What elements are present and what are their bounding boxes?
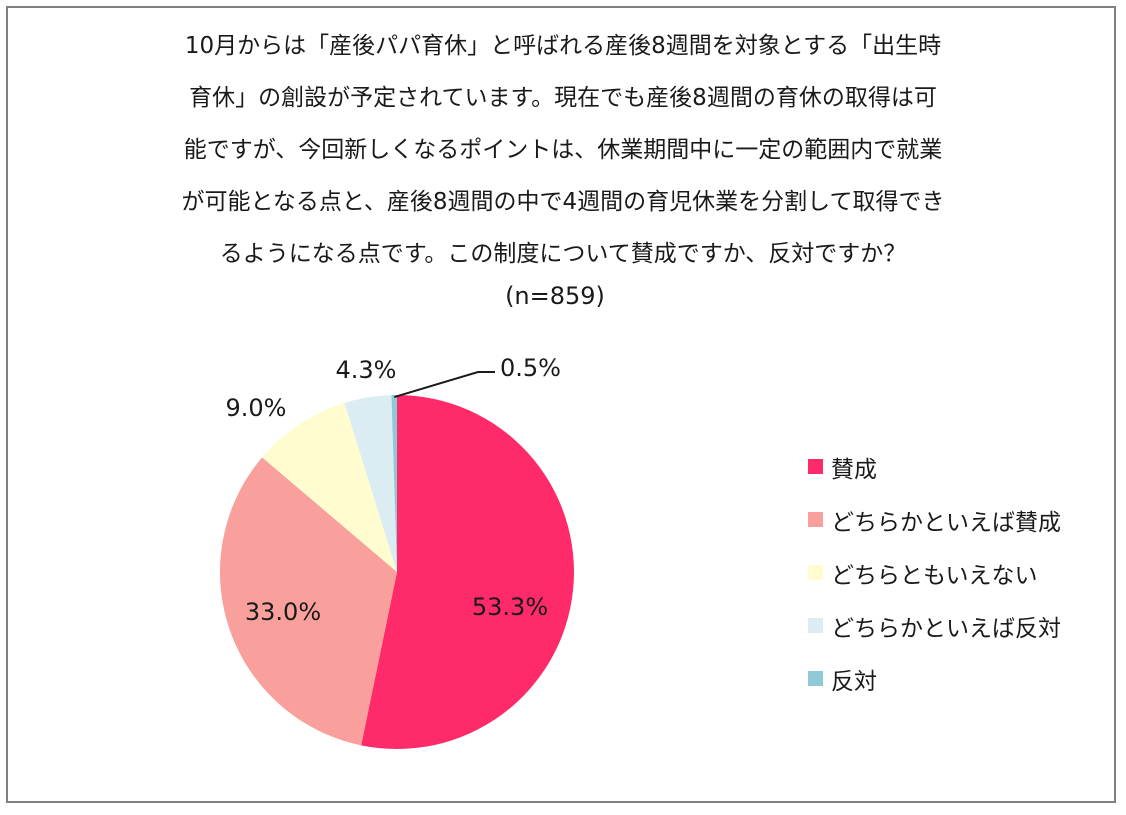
chart-frame <box>6 6 1116 803</box>
pie-slice-4 <box>344 395 397 572</box>
slice-label-1: 53.3% <box>472 593 548 621</box>
question-line-3: 能ですが、今回新しくなるポイントは、休業期間中に一定の範囲内で就業 <box>183 137 943 163</box>
slice-label-4: 4.3% <box>336 356 397 384</box>
legend-swatch-5 <box>808 671 823 686</box>
question-line-4: が可能となる点と、産後8週間の中で4週間の育児休業を分割して取得でき <box>181 189 945 215</box>
legend-item-2: どちらかといえば賛成 <box>808 493 1061 546</box>
legend-item-5: 反対 <box>808 652 1061 705</box>
legend-label-2: どちらかといえば賛成 <box>831 509 1061 536</box>
question-line-5: るようになる点です。この制度について賛成ですか、反対ですか？ <box>219 241 907 267</box>
pie-slice-1 <box>361 395 574 750</box>
question-line-2: 育休」の創設が予定されています。現在でも産後8週間の育休の取得は可 <box>189 85 937 111</box>
legend-item-4: どちらかといえば反対 <box>808 599 1061 652</box>
chart-legend: 賛成どちらかといえば賛成 どちらともいえない どちらかといえば反対 反対 <box>808 440 1061 705</box>
survey-question: 10月からは「産後パパ育休」と呼ばれる産後8週間を対象とする「出生時 育休」の創… <box>60 20 1066 280</box>
pie-slice-5 <box>391 395 397 572</box>
legend-label-1: 賛成 <box>831 456 877 483</box>
legend-label-3: どちらともいえない <box>831 562 1038 589</box>
pie-slice-2 <box>220 457 397 746</box>
slice-label-3: 9.0% <box>226 394 287 422</box>
question-line-1: 10月からは「産後パパ育休」と呼ばれる産後8週間を対象とする「出生時 <box>184 33 942 59</box>
legend-item-3: どちらともいえない <box>808 546 1061 599</box>
leader-line-5 <box>393 371 495 398</box>
slice-label-2: 33.0% <box>245 598 321 626</box>
legend-label-5: 反対 <box>831 668 877 695</box>
legend-swatch-3 <box>808 565 823 580</box>
legend-swatch-4 <box>808 618 823 633</box>
legend-item-1: 賛成 <box>808 440 1061 493</box>
sample-size: (n=859) <box>505 282 605 310</box>
slice-label-5: 0.5% <box>500 354 561 382</box>
legend-swatch-2 <box>808 512 823 527</box>
pie-slice-3 <box>262 402 397 572</box>
legend-swatch-1 <box>808 459 823 474</box>
legend-label-4: どちらかといえば反対 <box>831 615 1061 642</box>
